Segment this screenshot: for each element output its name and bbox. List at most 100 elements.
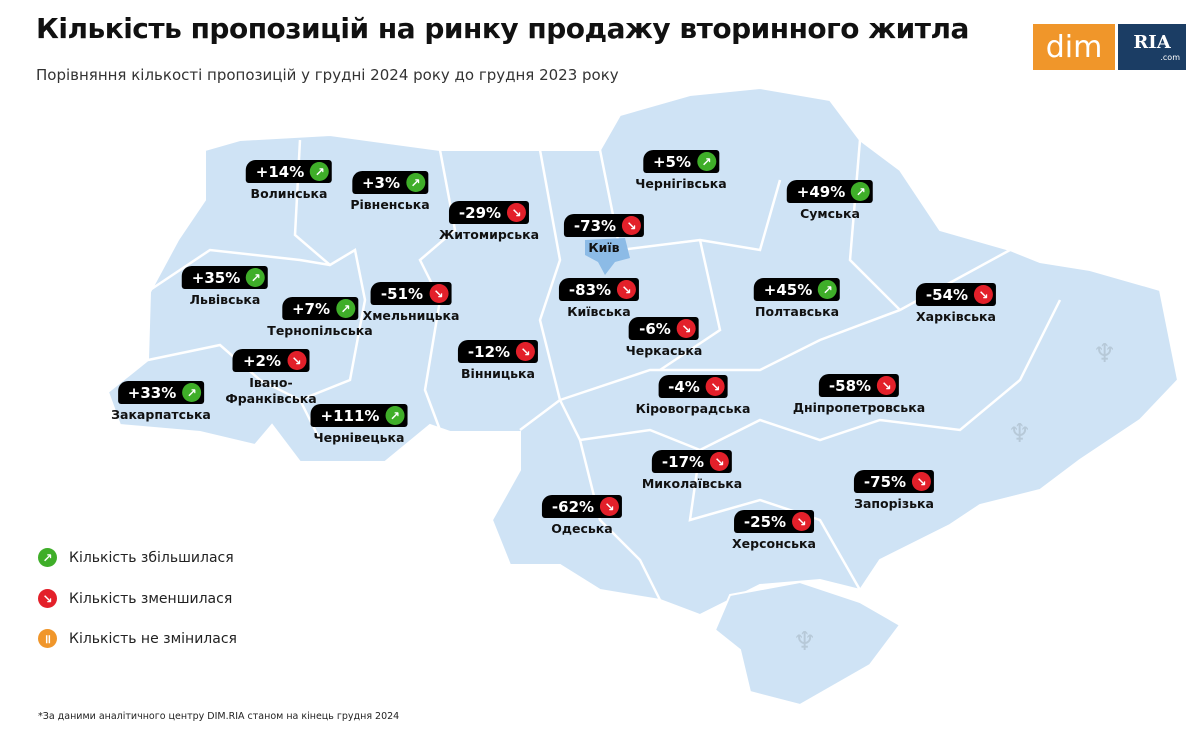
legend-label: Кількість збільшилася [69, 549, 234, 566]
region-marker: -75% ↘ Запорізька [853, 470, 935, 512]
arrow-up-icon: ↗ [385, 406, 405, 425]
region-marker: +35% ↗ Львівська [181, 266, 269, 308]
region-name: Івано-Франківська [225, 375, 317, 406]
region-name: Рівненська [350, 197, 430, 212]
change-value: -51% [380, 284, 424, 303]
trident-icon: ♆ [1093, 339, 1116, 369]
region-name: Кіровоградська [635, 401, 751, 416]
change-value: +49% [796, 182, 846, 201]
change-badge: -62% ↘ [541, 495, 623, 518]
region-marker: -6% ↘ Черкаська [625, 317, 703, 359]
region-marker: -25% ↘ Херсонська [732, 510, 816, 552]
page-title: Кількість пропозицій на ринку продажу вт… [36, 12, 969, 45]
region-marker: +111% ↗ Чернівецька [310, 404, 408, 446]
change-value: +5% [652, 152, 692, 171]
arrow-down-icon: ↘ [287, 351, 307, 370]
change-badge: -51% ↘ [370, 282, 452, 305]
arrow-up-icon: ↗ [406, 173, 426, 192]
region-marker: -54% ↘ Харківська [915, 283, 997, 325]
legend-down-icon: ↘ [38, 589, 57, 608]
region-marker: +7% ↗ Тернопільська [267, 297, 373, 339]
change-badge: +7% ↗ [281, 297, 359, 320]
arrow-up-icon: ↗ [246, 268, 266, 287]
arrow-up-icon: ↗ [697, 152, 717, 171]
region-marker: -58% ↘ Дніпропетровська [793, 374, 925, 416]
page-subtitle: Порівняння кількості пропозицій у грудні… [36, 66, 619, 84]
region-marker: -51% ↘ Хмельницька [363, 282, 459, 324]
region-marker: +49% ↗ Сумська [786, 180, 874, 222]
region-marker: +45% ↗ Полтавська [753, 278, 841, 320]
legend-up-icon: ↗ [38, 548, 57, 567]
change-badge: +33% ↗ [117, 381, 205, 404]
change-badge: -25% ↘ [733, 510, 815, 533]
change-badge: -83% ↘ [558, 278, 640, 301]
logo-ria: RIA .com [1118, 24, 1186, 70]
arrow-down-icon: ↘ [617, 280, 637, 299]
logo-com: .com [1160, 53, 1180, 62]
change-badge: -58% ↘ [818, 374, 900, 397]
change-badge: +5% ↗ [642, 150, 720, 173]
region-name: Львівська [189, 292, 261, 307]
change-badge: +49% ↗ [786, 180, 874, 203]
region-name: Одеська [551, 521, 613, 536]
change-value: -6% [639, 319, 671, 338]
change-badge: -54% ↘ [915, 283, 997, 306]
legend-item: ↘ Кількість зменшилася [38, 589, 232, 608]
trident-icon: ♆ [793, 627, 816, 657]
region-name: Херсонська [732, 536, 816, 551]
change-badge: -75% ↘ [853, 470, 935, 493]
trident-icon: ♆ [1008, 419, 1031, 449]
region-marker: -83% ↘ Київська [558, 278, 640, 320]
arrow-up-icon: ↗ [336, 299, 356, 318]
arrow-down-icon: ↘ [676, 319, 696, 338]
region-name: Чернігівська [635, 176, 727, 191]
legend-item: ↗ Кількість збільшилася [38, 548, 234, 567]
region-name: Київська [567, 304, 631, 319]
arrow-down-icon: ↘ [710, 452, 730, 471]
change-badge: +14% ↗ [245, 160, 333, 183]
change-badge: -12% ↘ [457, 340, 539, 363]
logo-ria-text: RIA [1133, 32, 1171, 53]
change-value: -58% [828, 376, 872, 395]
region-name: Волинська [250, 186, 328, 201]
change-value: -12% [467, 342, 511, 361]
legend-item: ॥ Кількість не змінилася [38, 629, 237, 648]
region-name: Тернопільська [267, 323, 373, 338]
region-name: Київ [588, 240, 620, 255]
arrow-down-icon: ↘ [705, 377, 725, 396]
change-value: +3% [361, 173, 401, 192]
region-marker: +2% ↘ Івано-Франківська [224, 349, 319, 407]
region-name: Житомирська [438, 227, 540, 242]
legend-same-icon: ॥ [38, 629, 57, 648]
change-value: +2% [242, 351, 282, 370]
arrow-down-icon: ↘ [792, 512, 812, 531]
change-value: +45% [763, 280, 813, 299]
change-value: -83% [568, 280, 612, 299]
change-value: +7% [291, 299, 331, 318]
legend-label: Кількість не змінилася [69, 630, 237, 647]
arrow-down-icon: ↘ [622, 216, 642, 235]
change-value: -17% [661, 452, 705, 471]
region-marker: +33% ↗ Закарпатська [111, 381, 211, 423]
arrow-down-icon: ↘ [877, 376, 897, 395]
region-name: Вінницька [461, 366, 535, 381]
arrow-down-icon: ↘ [516, 342, 536, 361]
arrow-down-icon: ↘ [600, 497, 620, 516]
region-marker: -4% ↘ Кіровоградська [635, 375, 751, 417]
change-value: -4% [668, 377, 700, 396]
region-name: Харківська [916, 309, 996, 324]
change-badge: +2% ↘ [232, 349, 310, 372]
region-name: Черкаська [625, 343, 703, 358]
change-value: +14% [255, 162, 305, 181]
change-badge: -4% ↘ [658, 375, 728, 398]
arrow-up-icon: ↗ [182, 383, 202, 402]
change-value: +33% [127, 383, 177, 402]
region-marker: -17% ↘ Миколаївська [642, 450, 742, 492]
region-marker: +14% ↗ Волинська [245, 160, 333, 202]
region-name: Сумська [800, 206, 860, 221]
change-badge: +45% ↗ [753, 278, 841, 301]
region-name: Полтавська [754, 304, 840, 319]
change-badge: -29% ↘ [448, 201, 530, 224]
region-marker: -29% ↘ Житомирська [439, 201, 539, 243]
change-badge: +111% ↗ [310, 404, 408, 427]
